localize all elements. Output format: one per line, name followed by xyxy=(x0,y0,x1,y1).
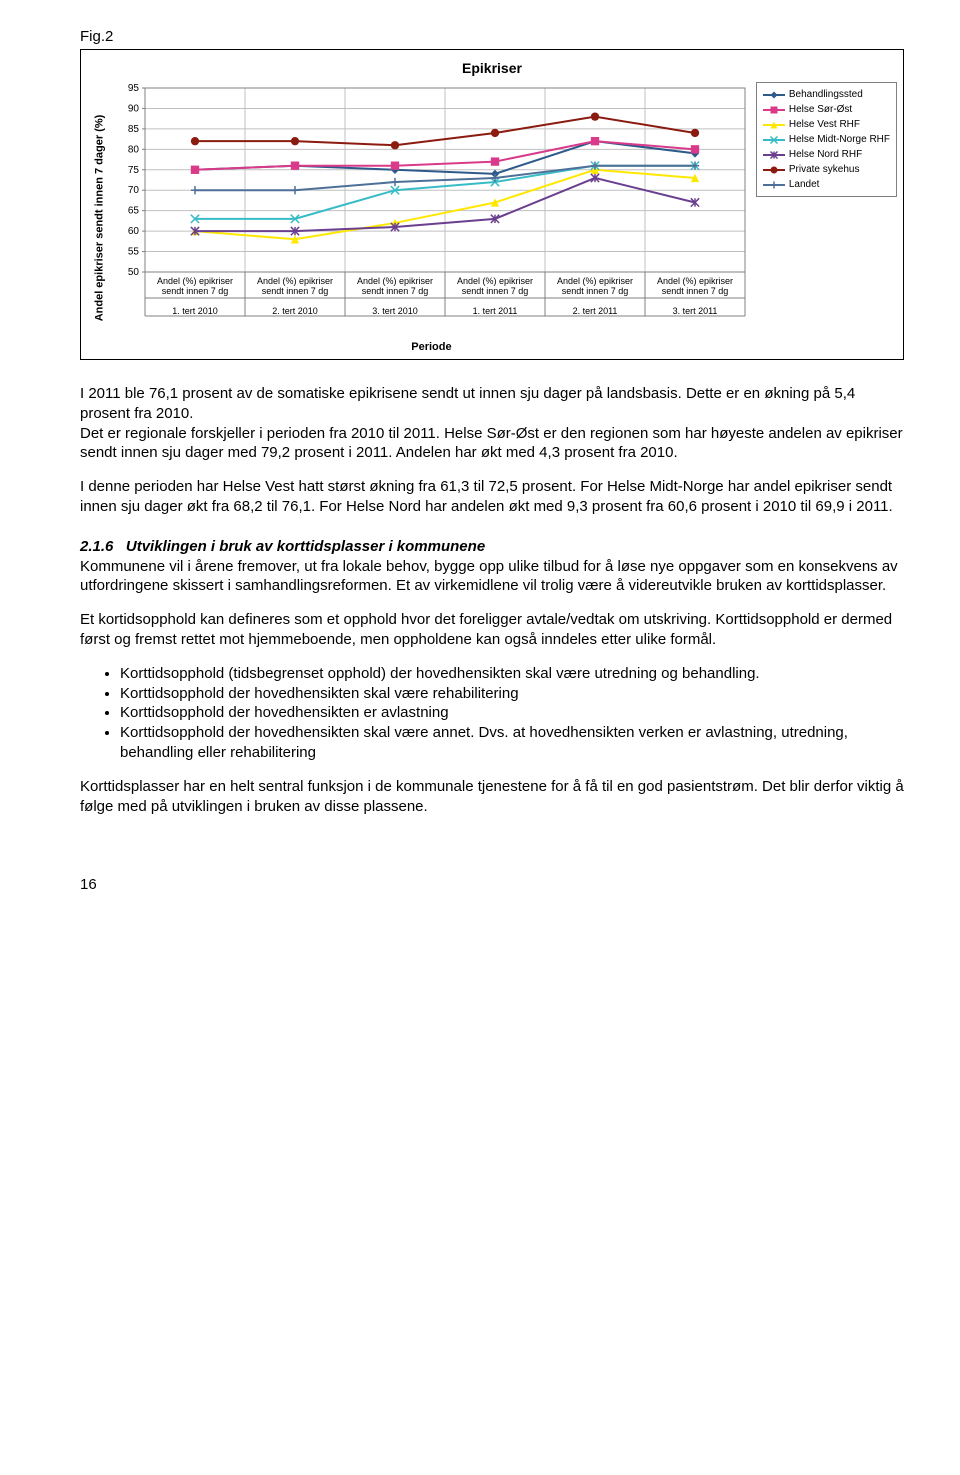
legend-item: Helse Nord RHF xyxy=(763,147,890,162)
paragraph: Et kortidsopphold kan defineres som et o… xyxy=(80,610,904,650)
body-text: I 2011 ble 76,1 prosent av de somatiske … xyxy=(80,384,904,816)
chart-legend: BehandlingsstedHelse Sør-ØstHelse Vest R… xyxy=(756,82,897,197)
legend-item: Behandlingssted xyxy=(763,87,890,102)
svg-text:55: 55 xyxy=(128,247,140,258)
list-item: Korttidsopphold der hovedhensikten skal … xyxy=(120,684,904,704)
section-heading: 2.1.6 Utviklingen i bruk av korttidsplas… xyxy=(80,537,904,557)
svg-text:sendt innen 7 dg: sendt innen 7 dg xyxy=(562,286,629,296)
legend-label: Helse Sør-Øst xyxy=(789,102,852,117)
list-item: Korttidsopphold (tidsbegrenset opphold) … xyxy=(120,664,904,684)
svg-text:90: 90 xyxy=(128,103,140,114)
paragraph: I 2011 ble 76,1 prosent av de somatiske … xyxy=(80,385,855,422)
legend-item: Private sykehus xyxy=(763,162,890,177)
legend-label: Behandlingssted xyxy=(789,87,863,102)
paragraph: I denne perioden har Helse Vest hatt stø… xyxy=(80,477,904,517)
svg-text:Andel (%) epikriser: Andel (%) epikriser xyxy=(657,276,733,286)
legend-item: Helse Vest RHF xyxy=(763,117,890,132)
chart-container: Epikriser Andel epikriser sendt innen 7 … xyxy=(80,49,904,360)
section-number: 2.1.6 xyxy=(80,538,113,555)
svg-text:Andel (%) epikriser: Andel (%) epikriser xyxy=(357,276,433,286)
legend-label: Helse Midt-Norge RHF xyxy=(789,132,890,147)
svg-text:65: 65 xyxy=(128,206,140,217)
list-item: Korttidsopphold der hovedhensikten skal … xyxy=(120,723,904,763)
svg-text:Andel (%) epikriser: Andel (%) epikriser xyxy=(457,276,533,286)
svg-text:sendt innen 7 dg: sendt innen 7 dg xyxy=(262,286,329,296)
section-title: Utviklingen i bruk av korttidsplasser i … xyxy=(126,538,485,555)
legend-label: Private sykehus xyxy=(789,162,860,177)
svg-text:85: 85 xyxy=(128,124,140,135)
svg-text:sendt innen 7 dg: sendt innen 7 dg xyxy=(462,286,529,296)
legend-item: Helse Midt-Norge RHF xyxy=(763,132,890,147)
svg-text:2. tert 2010: 2. tert 2010 xyxy=(272,306,318,316)
svg-text:70: 70 xyxy=(128,185,140,196)
svg-text:3. tert 2010: 3. tert 2010 xyxy=(372,306,418,316)
svg-text:95: 95 xyxy=(128,83,140,94)
bullet-list: Korttidsopphold (tidsbegrenset opphold) … xyxy=(80,664,904,763)
legend-label: Helse Vest RHF xyxy=(789,117,860,132)
svg-text:60: 60 xyxy=(128,226,140,237)
svg-text:3. tert 2011: 3. tert 2011 xyxy=(673,306,718,316)
svg-text:2. tert 2011: 2. tert 2011 xyxy=(573,306,618,316)
svg-text:50: 50 xyxy=(128,267,140,278)
svg-text:sendt innen 7 dg: sendt innen 7 dg xyxy=(662,286,729,296)
legend-label: Helse Nord RHF xyxy=(789,147,862,162)
page-number: 16 xyxy=(80,876,904,893)
svg-text:sendt innen 7 dg: sendt innen 7 dg xyxy=(162,286,229,296)
chart-yaxis-title: Andel epikriser sendt innen 7 dager (%) xyxy=(93,114,105,321)
chart-xaxis-title: Periode xyxy=(111,339,752,353)
legend-item: Landet xyxy=(763,177,890,192)
list-item: Korttidsopphold der hovedhensikten er av… xyxy=(120,703,904,723)
svg-text:Andel (%) epikriser: Andel (%) epikriser xyxy=(157,276,233,286)
legend-label: Landet xyxy=(789,177,820,192)
svg-text:1. tert 2011: 1. tert 2011 xyxy=(473,306,518,316)
figure-label: Fig.2 xyxy=(80,28,904,45)
svg-text:1. tert 2010: 1. tert 2010 xyxy=(172,306,218,316)
svg-text:Andel (%) epikriser: Andel (%) epikriser xyxy=(557,276,633,286)
chart-title: Epikriser xyxy=(87,60,897,76)
svg-text:75: 75 xyxy=(128,165,140,176)
legend-item: Helse Sør-Øst xyxy=(763,102,890,117)
paragraph: Korttidsplasser har en helt sentral funk… xyxy=(80,777,904,817)
chart-plot: 50556065707580859095Andel (%) epikrisers… xyxy=(111,82,752,339)
svg-text:sendt innen 7 dg: sendt innen 7 dg xyxy=(362,286,429,296)
paragraph: Kommunene vil i årene fremover, ut fra l… xyxy=(80,557,904,597)
svg-text:Andel (%) epikriser: Andel (%) epikriser xyxy=(257,276,333,286)
svg-text:80: 80 xyxy=(128,144,140,155)
paragraph: Det er regionale forskjeller i perioden … xyxy=(80,425,903,462)
